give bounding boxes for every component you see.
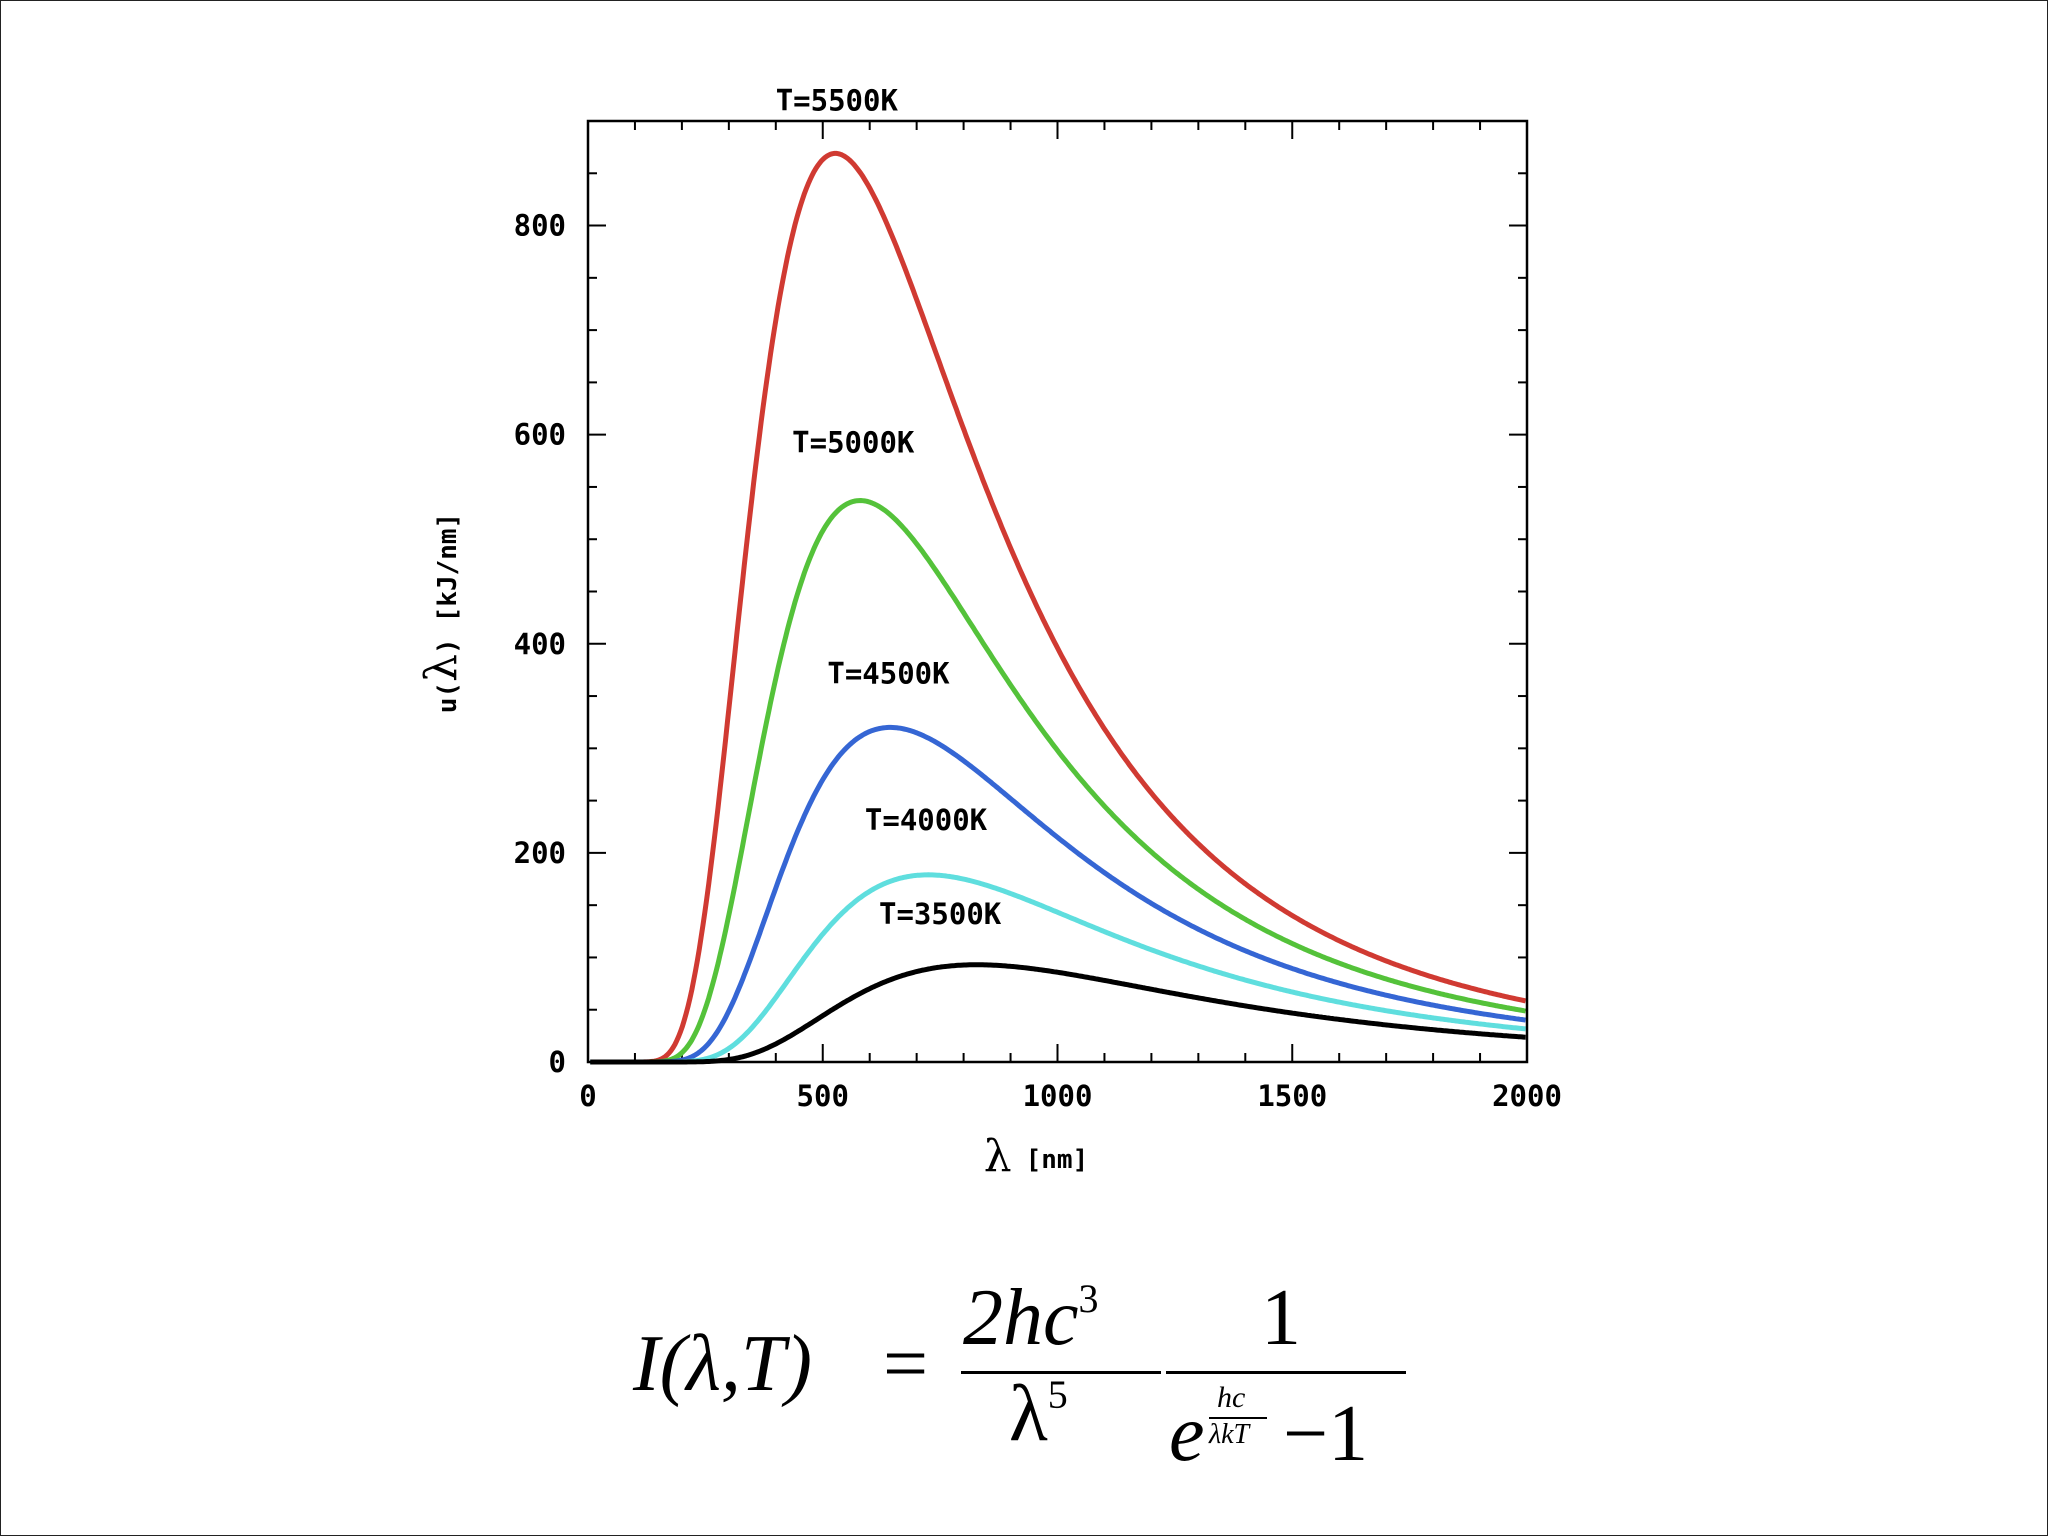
y-tick-label: 800 bbox=[514, 209, 566, 243]
y-tick-label: 200 bbox=[514, 836, 566, 870]
curve-4000k bbox=[589, 872, 1527, 1065]
x-tick-label: 2000 bbox=[1492, 1079, 1562, 1113]
y-axis-unit: [kJ/nm] bbox=[433, 513, 463, 623]
curve-5500k bbox=[589, 150, 1527, 1065]
formula-lhs: I(λ,T) bbox=[633, 1320, 813, 1408]
x-axis-unit: [nm] bbox=[1026, 1145, 1089, 1175]
fraction1-denominator: λ5 bbox=[1009, 1369, 1068, 1460]
y-tick-label: 600 bbox=[514, 418, 566, 452]
fraction2-numerator: 1 bbox=[1261, 1274, 1301, 1362]
y-axis-close: ) bbox=[433, 638, 463, 654]
series-labels: T=5500K T=5000K T=4500K T=4000K T=3500K bbox=[776, 84, 1002, 931]
curve-3500k bbox=[589, 962, 1527, 1065]
x-tick-label: 500 bbox=[797, 1079, 849, 1113]
curve-4500k bbox=[589, 724, 1527, 1065]
x-axis-symbol: λ bbox=[984, 1131, 1012, 1182]
curve-5000k bbox=[589, 498, 1527, 1065]
series-label-3500k: T=3500K bbox=[879, 897, 1002, 931]
fraction1-denominator-exponent: 5 bbox=[1047, 1372, 1068, 1417]
y-axis-func: u( bbox=[433, 682, 463, 713]
formula-equals: = bbox=[883, 1320, 929, 1408]
fraction1-numerator-base: 2hc bbox=[963, 1274, 1079, 1362]
fraction1-numerator: 2hc3 bbox=[963, 1273, 1099, 1364]
x-tick-label: 1000 bbox=[1023, 1079, 1093, 1113]
fraction2-exp-numerator: hc bbox=[1217, 1381, 1246, 1414]
fraction1-bar bbox=[961, 1371, 1161, 1374]
fraction2-denominator-rest: −1 bbox=[1283, 1390, 1369, 1478]
series-label-4000k: T=4000K bbox=[865, 803, 988, 837]
y-tick-label: 0 bbox=[549, 1045, 566, 1079]
fraction1-numerator-exponent: 3 bbox=[1078, 1276, 1099, 1321]
x-tick-label: 0 bbox=[579, 1079, 596, 1113]
axis-ticks bbox=[587, 120, 1528, 1063]
series-label-5000k: T=5000K bbox=[792, 425, 915, 459]
y-axis-symbol: λ bbox=[416, 654, 467, 682]
planck-formula: I(λ,T) = 2hc3 λ5 1 e hc λkT −1 bbox=[621, 1271, 1441, 1501]
fraction2-exp-bar bbox=[1209, 1417, 1267, 1419]
y-axis-label: u(λ) [kJ/nm] bbox=[416, 513, 467, 713]
x-axis-label: λ [nm] bbox=[984, 1131, 1089, 1182]
fraction1-denominator-base: λ bbox=[1009, 1370, 1048, 1458]
series-label-4500k: T=4500K bbox=[827, 657, 950, 691]
axis-tick-labels: 0 500 1000 1500 2000 0 200 400 600 800 bbox=[514, 209, 1562, 1113]
series-curves bbox=[589, 150, 1527, 1065]
fraction2-exp-base: e bbox=[1169, 1390, 1205, 1478]
y-tick-label: 400 bbox=[514, 627, 566, 661]
fraction2-exp-denominator: λkT bbox=[1209, 1419, 1250, 1450]
plot-area-frame bbox=[586, 119, 1529, 1064]
series-label-5500k: T=5500K bbox=[776, 84, 899, 118]
fraction2-bar bbox=[1166, 1371, 1406, 1374]
x-tick-label: 1500 bbox=[1257, 1079, 1327, 1113]
